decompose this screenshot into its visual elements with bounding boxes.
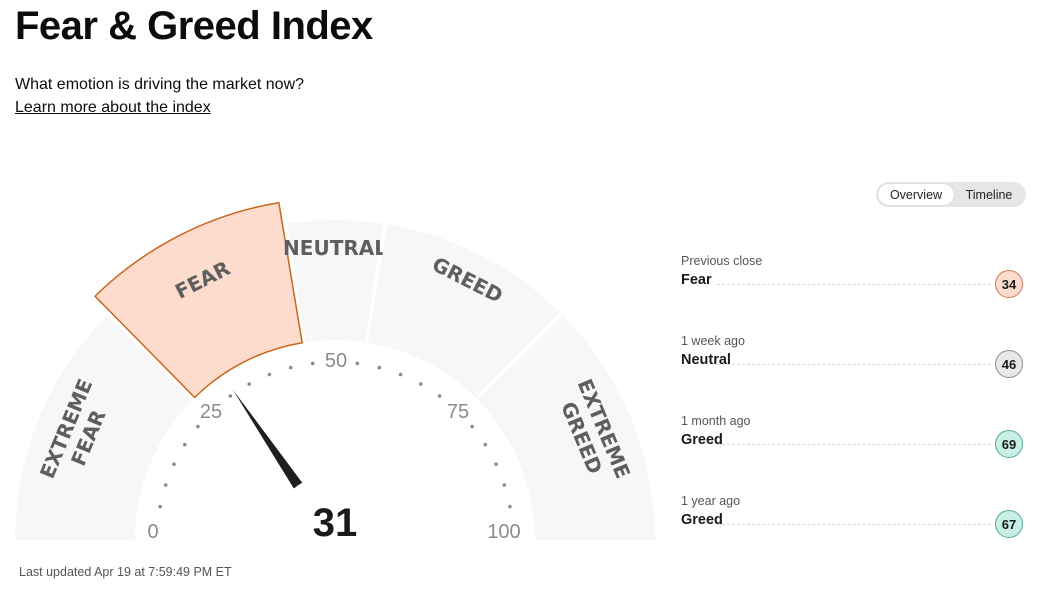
history-row-1-year: 1 year ago Greed 67: [681, 494, 1023, 574]
leader-line: [717, 444, 991, 445]
fear-greed-gauge: EXTREMEFEARFEARNEUTRALGREEDEXTREMEGREED …: [15, 201, 655, 550]
scale-tick-label: 100: [487, 521, 520, 543]
gauge-segment-label: NEUTRAL: [283, 236, 387, 260]
scale-dot: [288, 365, 293, 370]
scale-dot: [418, 382, 423, 386]
history-rating: Fear: [681, 272, 712, 288]
scale-dot: [508, 504, 512, 509]
history-row-1-week: 1 week ago Neutral 46: [681, 334, 1023, 414]
scale-tick-label: 25: [200, 401, 222, 423]
scale-tick-label: 50: [325, 350, 347, 372]
page-subtitle: What emotion is driving the market now?: [15, 76, 305, 93]
last-updated: Last updated Apr 19 at 7:59:49 PM ET: [19, 565, 232, 579]
history-period: 1 month ago: [681, 414, 751, 428]
scale-dot: [196, 424, 200, 429]
leader-line: [717, 364, 991, 365]
scale-dot: [228, 394, 233, 398]
gauge-segment: [94, 201, 304, 399]
scale-dot: [437, 394, 442, 398]
history-rating: Neutral: [681, 352, 731, 368]
timeline-tab[interactable]: Timeline: [965, 187, 1013, 202]
history-value-badge: 67: [995, 510, 1023, 538]
scale-tick-label: 0: [147, 521, 158, 543]
view-toggle: Overview Timeline: [876, 182, 1026, 207]
scale-dot: [163, 483, 168, 487]
history-value-badge: 69: [995, 430, 1023, 458]
history-rating: Greed: [681, 512, 723, 528]
score-value: 31: [313, 501, 358, 545]
scale-dot: [377, 365, 382, 370]
history-row-previous-close: Previous close Fear 34: [681, 254, 1023, 334]
scale-dot: [247, 382, 252, 386]
scale-dot: [494, 462, 498, 467]
history-period: 1 week ago: [681, 334, 745, 348]
gauge-segment: [287, 220, 383, 343]
scale-dot: [182, 442, 187, 447]
scale-dot: [470, 424, 474, 429]
gauge-segment: [367, 224, 560, 398]
history-period: Previous close: [681, 254, 763, 268]
history-value-badge: 34: [995, 270, 1023, 298]
scale-dot: [502, 483, 507, 487]
history-value-badge: 46: [995, 350, 1023, 378]
score-disc: [269, 474, 401, 550]
scale-dot: [398, 372, 403, 377]
gauge-segment: [477, 315, 655, 540]
history-rating: Greed: [681, 432, 723, 448]
scale-dot: [172, 462, 176, 467]
scale-dot: [267, 372, 272, 377]
leader-line: [717, 524, 991, 525]
page-title: Fear & Greed Index: [15, 4, 373, 48]
learn-more-link[interactable]: Learn more about the index: [15, 99, 211, 116]
history-row-1-month: 1 month ago Greed 69: [681, 414, 1023, 494]
scale-dot: [310, 361, 315, 366]
gauge-segment: [15, 315, 193, 540]
scale-dot: [483, 442, 488, 447]
overview-tab[interactable]: Overview: [878, 184, 954, 205]
history-list: Previous close Fear 34 1 week ago Neutra…: [681, 254, 1023, 574]
scale-tick-label: 75: [447, 401, 469, 423]
leader-line: [717, 284, 991, 285]
scale-dot: [355, 361, 360, 366]
scale-dot: [158, 504, 162, 509]
history-period: 1 year ago: [681, 494, 741, 508]
